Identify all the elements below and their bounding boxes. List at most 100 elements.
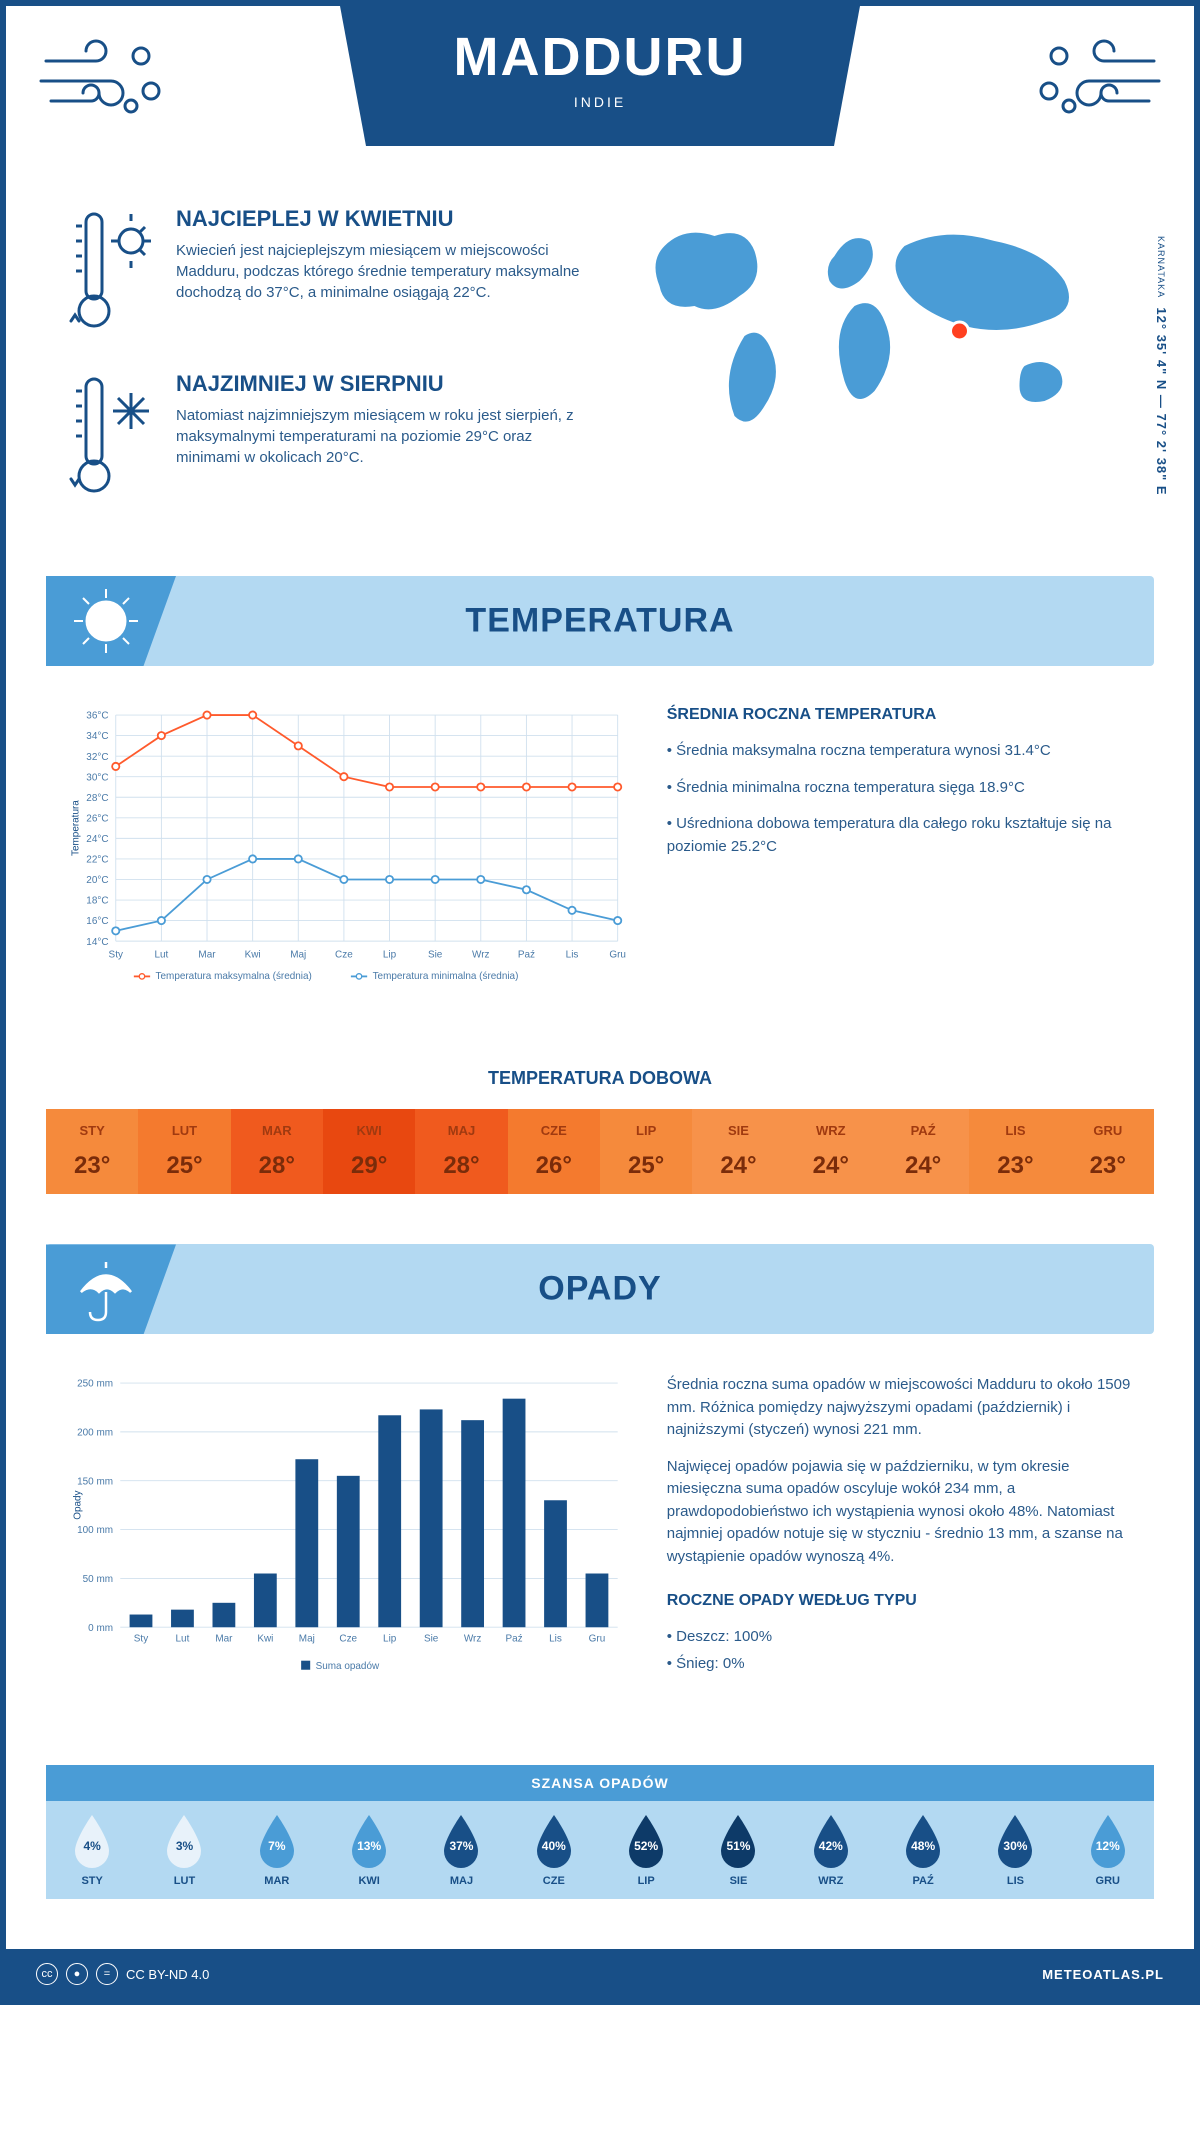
- daily-temp-cell: LUT25°: [138, 1109, 230, 1194]
- svg-text:250 mm: 250 mm: [77, 1379, 113, 1390]
- chance-box: SZANSA OPADÓW 4% STY 3% LUT 7% MAR 13% K…: [46, 1765, 1154, 1899]
- svg-text:Lut: Lut: [154, 949, 168, 960]
- raindrop-icon: 4%: [69, 1813, 115, 1869]
- raindrop-icon: 7%: [254, 1813, 300, 1869]
- avg-temp-point: • Uśredniona dobowa temperatura dla całe…: [667, 813, 1134, 858]
- daily-temp-cell: WRZ24°: [785, 1109, 877, 1194]
- svg-text:32°C: 32°C: [86, 752, 108, 763]
- avg-temp-point: • Średnia maksymalna roczna temperatura …: [667, 740, 1134, 763]
- temperature-section-title: TEMPERATURA: [46, 602, 1154, 641]
- thermometer-cold-icon: [66, 371, 156, 506]
- warmest-text: Kwiecień jest najcieplejszym miesiącem w…: [176, 240, 585, 303]
- svg-text:Temperatura: Temperatura: [71, 800, 82, 856]
- map-col: KARNATAKA 12° 35' 4" N — 77° 2' 38" E: [615, 206, 1134, 536]
- daily-temp-cell: KWI29°: [323, 1109, 415, 1194]
- svg-text:200 mm: 200 mm: [77, 1428, 113, 1439]
- coldest-block: NAJZIMNIEJ W SIERPNIU Natomiast najzimni…: [66, 371, 585, 506]
- yearly-type-item: • Deszcz: 100%: [667, 1626, 1134, 1649]
- raindrop-icon: 13%: [346, 1813, 392, 1869]
- avg-temp-title: ŚREDNIA ROCZNA TEMPERATURA: [667, 706, 1134, 724]
- svg-text:Lut: Lut: [176, 1634, 190, 1645]
- svg-text:50 mm: 50 mm: [83, 1574, 113, 1585]
- svg-text:Lis: Lis: [549, 1634, 562, 1645]
- chance-cell: 3% LUT: [138, 1801, 230, 1899]
- chance-cell: 51% SIE: [692, 1801, 784, 1899]
- wind-icon-right: [1024, 36, 1164, 126]
- temperature-text-col: ŚREDNIA ROCZNA TEMPERATURA • Średnia mak…: [667, 706, 1134, 1018]
- raindrop-icon: 12%: [1085, 1813, 1131, 1869]
- chance-row: 4% STY 3% LUT 7% MAR 13% KWI 37% MAJ 40%…: [46, 1801, 1154, 1899]
- svg-text:Cze: Cze: [335, 949, 353, 960]
- svg-text:Gru: Gru: [609, 949, 626, 960]
- nd-icon: =: [96, 1963, 118, 1985]
- site-name: METEOATLAS.PL: [1042, 1967, 1164, 1982]
- page: MADDURU INDIE: [0, 0, 1200, 2005]
- by-icon: ●: [66, 1963, 88, 1985]
- chance-cell: 52% LIP: [600, 1801, 692, 1899]
- daily-temp-cell: MAR28°: [231, 1109, 323, 1194]
- coldest-title: NAJZIMNIEJ W SIERPNIU: [176, 371, 585, 397]
- precip-para: Najwięcej opadów pojawia się w październ…: [667, 1456, 1134, 1569]
- precipitation-bar-chart: 0 mm50 mm100 mm150 mm200 mm250 mmOpadySt…: [66, 1374, 627, 1700]
- header: MADDURU INDIE: [6, 6, 1194, 186]
- raindrop-icon: 37%: [438, 1813, 484, 1869]
- temperature-chart-col: 14°C16°C18°C20°C22°C24°C26°C28°C30°C32°C…: [66, 706, 627, 1018]
- chance-cell: 40% CZE: [508, 1801, 600, 1899]
- svg-text:Cze: Cze: [339, 1634, 357, 1645]
- svg-text:30°C: 30°C: [86, 772, 108, 783]
- svg-text:Kwi: Kwi: [257, 1634, 273, 1645]
- svg-text:Mar: Mar: [198, 949, 216, 960]
- svg-text:100 mm: 100 mm: [77, 1526, 113, 1537]
- precip-para: Średnia roczna suma opadów w miejscowośc…: [667, 1374, 1134, 1442]
- svg-text:Temperatura maksymalna (średni: Temperatura maksymalna (średnia): [156, 971, 312, 982]
- svg-text:Suma opadów: Suma opadów: [316, 1661, 380, 1672]
- license: cc ● = CC BY-ND 4.0: [36, 1963, 209, 1985]
- title-banner: MADDURU INDIE: [340, 6, 860, 146]
- daily-temp-cell: LIS23°: [969, 1109, 1061, 1194]
- daily-temp-cell: PAŹ24°: [877, 1109, 969, 1194]
- svg-text:22°C: 22°C: [86, 855, 108, 866]
- precipitation-chart-col: 0 mm50 mm100 mm150 mm200 mm250 mmOpadySt…: [66, 1374, 627, 1705]
- raindrop-icon: 51%: [715, 1813, 761, 1869]
- warmest-block: NAJCIEPLEJ W KWIETNIU Kwiecień jest najc…: [66, 206, 585, 341]
- svg-text:Sie: Sie: [428, 949, 443, 960]
- svg-text:Sty: Sty: [109, 949, 123, 960]
- precipitation-banner: OPADY: [46, 1244, 1154, 1334]
- world-map-icon: [615, 206, 1134, 446]
- raindrop-icon: 48%: [900, 1813, 946, 1869]
- svg-text:0 mm: 0 mm: [88, 1623, 113, 1634]
- precipitation-section-title: OPADY: [46, 1270, 1154, 1309]
- chance-cell: 12% GRU: [1062, 1801, 1154, 1899]
- page-subtitle: INDIE: [340, 94, 860, 110]
- chance-cell: 37% MAJ: [415, 1801, 507, 1899]
- precipitation-text-col: Średnia roczna suma opadów w miejscowośc…: [667, 1374, 1134, 1705]
- chance-cell: 13% KWI: [323, 1801, 415, 1899]
- svg-text:18°C: 18°C: [86, 896, 108, 907]
- daily-temp-cell: STY23°: [46, 1109, 138, 1194]
- coordinates: KARNATAKA 12° 35' 4" N — 77° 2' 38" E: [1154, 236, 1169, 496]
- svg-text:28°C: 28°C: [86, 793, 108, 804]
- avg-temp-point: • Średnia minimalna roczna temperatura s…: [667, 777, 1134, 800]
- svg-text:Wrz: Wrz: [464, 1634, 482, 1645]
- raindrop-icon: 3%: [161, 1813, 207, 1869]
- svg-text:14°C: 14°C: [86, 937, 108, 948]
- svg-text:Temperatura minimalna (średnia: Temperatura minimalna (średnia): [373, 971, 519, 982]
- svg-text:Sty: Sty: [134, 1634, 148, 1645]
- svg-text:26°C: 26°C: [86, 813, 108, 824]
- daily-temp-cell: MAJ28°: [415, 1109, 507, 1194]
- svg-text:36°C: 36°C: [86, 711, 108, 722]
- cc-icon: cc: [36, 1963, 58, 1985]
- yearly-type-item: • Śnieg: 0%: [667, 1653, 1134, 1676]
- svg-text:Kwi: Kwi: [245, 949, 261, 960]
- chance-title: SZANSA OPADÓW: [46, 1775, 1154, 1791]
- temperature-body: 14°C16°C18°C20°C22°C24°C26°C28°C30°C32°C…: [6, 666, 1194, 1058]
- page-title: MADDURU: [340, 26, 860, 88]
- temperature-banner: TEMPERATURA: [46, 576, 1154, 666]
- svg-text:Gru: Gru: [589, 1634, 606, 1645]
- raindrop-icon: 30%: [992, 1813, 1038, 1869]
- raindrop-icon: 42%: [808, 1813, 854, 1869]
- daily-temp-title: TEMPERATURA DOBOWA: [6, 1068, 1194, 1089]
- svg-text:Opady: Opady: [72, 1491, 83, 1520]
- raindrop-icon: 40%: [531, 1813, 577, 1869]
- svg-text:Lip: Lip: [383, 1634, 397, 1645]
